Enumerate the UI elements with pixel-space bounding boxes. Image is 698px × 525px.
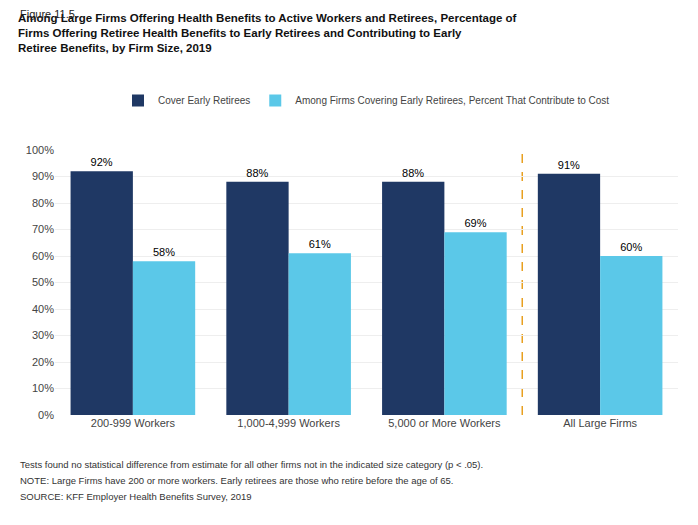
svg-text:0%: 0% bbox=[38, 409, 54, 421]
svg-text:10%: 10% bbox=[32, 382, 54, 394]
svg-text:Among Firms Covering Early Ret: Among Firms Covering Early Retirees, Per… bbox=[295, 95, 609, 106]
svg-text:Figure 11.5: Figure 11.5 bbox=[20, 8, 75, 20]
svg-text:61%: 61% bbox=[309, 238, 331, 250]
svg-text:69%: 69% bbox=[464, 217, 486, 229]
svg-text:NOTE: Large Firms have 200 or: NOTE: Large Firms have 200 or more worke… bbox=[20, 475, 454, 486]
svg-text:40%: 40% bbox=[32, 303, 54, 315]
svg-text:All Large Firms: All Large Firms bbox=[563, 417, 637, 429]
svg-text:Among Large Firms Offering Hea: Among Large Firms Offering Health Benefi… bbox=[18, 12, 517, 54]
svg-text:88%: 88% bbox=[246, 167, 268, 179]
svg-text:70%: 70% bbox=[32, 223, 54, 235]
svg-text:60%: 60% bbox=[32, 250, 54, 262]
svg-text:80%: 80% bbox=[32, 197, 54, 209]
svg-text:90%: 90% bbox=[32, 170, 54, 182]
svg-text:20%: 20% bbox=[32, 356, 54, 368]
svg-text:30%: 30% bbox=[32, 329, 54, 341]
svg-text:Tests found no statistical dif: Tests found no statistical difference fr… bbox=[20, 459, 483, 470]
svg-text:1,000-4,999 Workers: 1,000-4,999 Workers bbox=[237, 417, 340, 429]
svg-text:100%: 100% bbox=[26, 144, 54, 156]
svg-text:92%: 92% bbox=[91, 156, 113, 168]
svg-text:SOURCE: KFF Employer Health Be: SOURCE: KFF Employer Health Benefits Sur… bbox=[20, 491, 252, 502]
svg-text:88%: 88% bbox=[402, 167, 424, 179]
svg-text:5,000 or More Workers: 5,000 or More Workers bbox=[388, 417, 501, 429]
svg-text:50%: 50% bbox=[32, 276, 54, 288]
svg-text:Cover Early Retirees: Cover Early Retirees bbox=[158, 95, 250, 106]
svg-text:91%: 91% bbox=[558, 159, 580, 171]
svg-text:200-999 Workers: 200-999 Workers bbox=[91, 417, 176, 429]
svg-text:58%: 58% bbox=[153, 246, 175, 258]
svg-text:60%: 60% bbox=[620, 241, 642, 253]
